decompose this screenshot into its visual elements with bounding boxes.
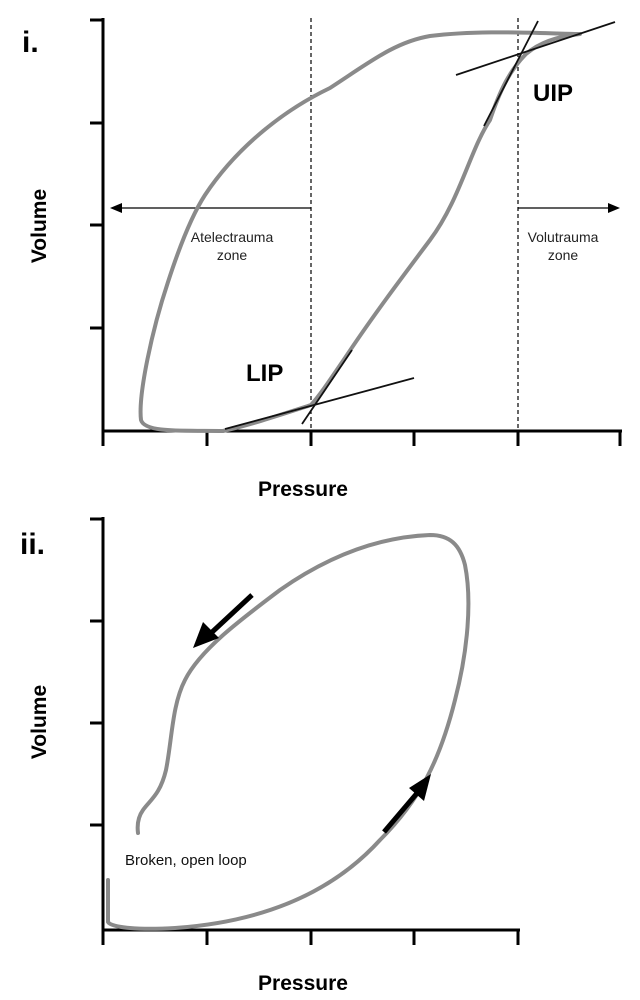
panel-ii-label: ii.	[20, 528, 45, 561]
uip-tangent-flat	[455, 21, 616, 76]
volutrauma-arrow	[518, 203, 620, 213]
panel-i-y-ticks	[90, 18, 103, 330]
panel-ii-y-ticks	[90, 517, 103, 827]
panel-ii-y-axis-title: Volume	[28, 685, 51, 759]
panel-ii: ii. Broken, open	[20, 517, 520, 995]
volutrauma-zone-label-line1: Volutrauma	[528, 229, 599, 245]
deflation-direction-arrow	[193, 593, 254, 648]
uip-tangent-steep	[483, 20, 539, 127]
panel-i-label: i.	[22, 26, 39, 59]
panel-i: i.	[22, 18, 622, 501]
uip-label: UIP	[533, 80, 573, 107]
panel-ii-open-loop	[106, 533, 471, 931]
lip-label: LIP	[246, 360, 283, 387]
atelectrauma-zone-label-line2: zone	[217, 247, 248, 263]
lip-tangent-low	[224, 377, 415, 430]
panel-i-x-axis-title: Pressure	[258, 478, 348, 501]
panel-i-x-ticks	[101, 431, 622, 446]
open-loop-note: Broken, open loop	[125, 852, 247, 869]
panel-ii-axes	[101, 517, 520, 932]
panel-i-pv-loop	[138, 30, 582, 433]
atelectrauma-arrow	[110, 203, 311, 213]
atelectrauma-zone-label-line1: Atelectrauma	[191, 229, 274, 245]
lip-tangent-steep	[301, 349, 353, 425]
panel-ii-x-ticks	[101, 930, 520, 945]
inflation-direction-arrow	[382, 774, 431, 834]
panel-ii-x-axis-title: Pressure	[258, 972, 348, 995]
volutrauma-zone-label-line2: zone	[548, 247, 579, 263]
panel-i-y-axis-title: Volume	[28, 189, 51, 263]
